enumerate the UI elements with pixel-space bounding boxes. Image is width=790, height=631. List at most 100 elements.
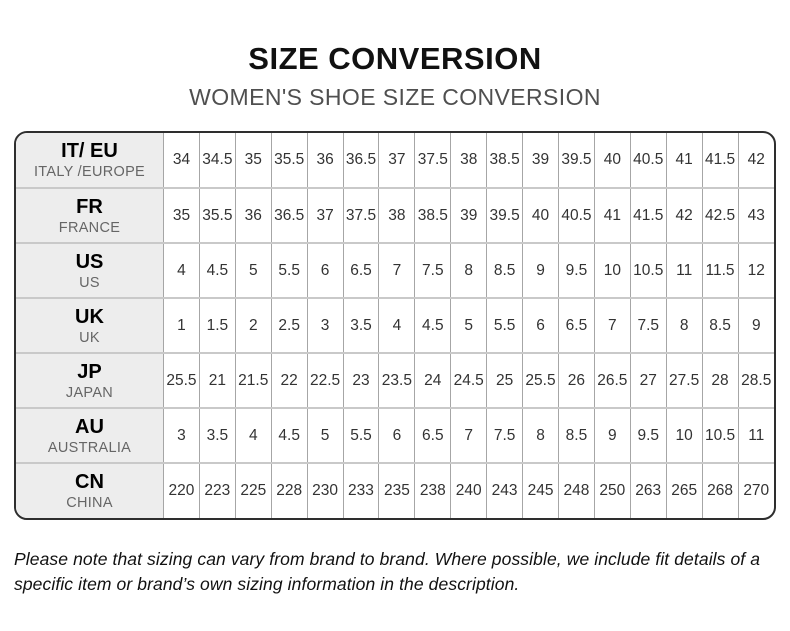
region-code: CN (75, 471, 104, 493)
size-cell: 9.5 (629, 407, 667, 463)
table-row: IT/ EU ITALY /EUROPE 34 34.5 35 35.5 36 36.5 37 3… (16, 133, 774, 188)
size-cell: 3 (306, 297, 344, 353)
size-cell: 228 (270, 462, 308, 518)
size-cell: 2 (234, 297, 272, 353)
size-cell: 40 (593, 133, 631, 188)
region-name: FRANCE (58, 219, 121, 236)
size-cell: 5.5 (270, 242, 308, 298)
size-cell: 10 (665, 407, 703, 463)
size-cell: 28.5 (737, 352, 774, 408)
size-table: IT/ EU ITALY /EUROPE 34 34.5 35 35.5 36 36.5 37 3… (16, 133, 774, 518)
size-cell: 220 (163, 462, 200, 518)
size-cell: 28 (701, 352, 738, 408)
size-cell: 40 (522, 187, 559, 243)
row-header: US US (16, 242, 164, 298)
table-row: US US 4 4.5 5 5.5 6 6.5 7 7.5 8 8.5 9 9.5 10 10.5 11 11.5… (16, 242, 774, 298)
size-cell: 25.5 (522, 352, 559, 408)
size-cell: 8 (665, 297, 703, 353)
page-subtitle: WOMEN'S SHOE SIZE CONVERSION (189, 84, 601, 110)
size-cell: 39 (522, 133, 559, 188)
region-code: JP (77, 360, 102, 383)
size-cell: 6.5 (342, 242, 379, 298)
size-cell: 6.5 (557, 297, 595, 353)
size-cell: 8.5 (486, 242, 523, 298)
size-cell: 39 (450, 187, 487, 243)
size-cell: 34 (163, 133, 200, 188)
size-cell: 11 (737, 407, 774, 463)
size-cell: 1 (163, 297, 200, 353)
row-header: AU AUSTRALIA (16, 407, 164, 463)
size-conversion-table: IT/ EU ITALY /EUROPE 34 34.5 35 35.5 36 36.5 37 3… (14, 131, 776, 520)
size-cell: 265 (665, 462, 703, 518)
size-cell: 7 (450, 407, 487, 463)
size-cell: 38 (450, 133, 487, 188)
size-cell: 41.5 (629, 187, 667, 243)
table-row: AU AUSTRALIA 3 3.5 4 4.5 5 5.5 6 6.5 7 7.5 8 8.5 9 9.5 1… (16, 407, 774, 463)
page-title: SIZE CONVERSION (248, 41, 542, 76)
size-cell: 5 (450, 297, 487, 353)
region-code: UK (75, 305, 104, 328)
size-cell: 37 (306, 187, 344, 243)
size-cell: 12 (737, 242, 774, 298)
size-cell: 23 (342, 352, 379, 408)
region-name: CHINA (66, 495, 113, 511)
size-cell: 5.5 (486, 297, 523, 353)
size-cell: 41 (593, 187, 631, 243)
size-cell: 9 (522, 242, 559, 298)
region-name: JAPAN (65, 384, 114, 401)
size-cell: 6 (306, 242, 344, 298)
size-cell: 263 (629, 462, 667, 518)
size-cell: 27 (629, 352, 667, 408)
table-row: UK UK 1 1.5 2 2.5 3 3.5 4 4.5 5 5.5 6 6.5 7 7.5 8 8.5 9 (16, 297, 774, 353)
size-cell: 42.5 (701, 187, 738, 243)
size-cell: 35 (234, 133, 272, 188)
region-name: AUSTRALIA (47, 439, 132, 456)
size-cell: 5.5 (342, 407, 379, 463)
size-cell: 248 (557, 462, 595, 518)
size-cell: 6 (378, 407, 415, 463)
size-cell: 37.5 (342, 187, 379, 243)
size-cell: 270 (737, 462, 774, 518)
size-cell: 40.5 (557, 187, 595, 243)
region-code: US (75, 250, 104, 273)
size-cell: 5 (306, 407, 344, 463)
size-cell: 36.5 (270, 187, 308, 243)
size-cell: 9.5 (557, 242, 595, 298)
size-cell: 26 (557, 352, 595, 408)
size-cell: 10.5 (701, 407, 738, 463)
size-cell: 10.5 (629, 242, 667, 298)
size-cell: 35.5 (198, 187, 236, 243)
region-name: UK (79, 329, 100, 346)
size-cell: 21.5 (234, 352, 272, 408)
size-cell: 22 (270, 352, 308, 408)
size-cell: 268 (701, 462, 738, 518)
size-cell: 250 (593, 462, 631, 518)
size-cell: 38.5 (486, 133, 523, 188)
region-name: US (79, 274, 100, 291)
size-cell: 42 (737, 133, 774, 188)
size-cell: 230 (306, 462, 344, 518)
size-cell: 7 (593, 297, 631, 353)
size-cell: 8.5 (557, 407, 595, 463)
size-cell: 4.5 (414, 297, 451, 353)
size-cell: 3.5 (342, 297, 379, 353)
size-cell: 235 (378, 462, 415, 518)
size-cell: 245 (522, 462, 559, 518)
size-cell: 4 (378, 297, 415, 353)
size-cell: 233 (342, 462, 379, 518)
size-cell: 41 (665, 133, 703, 188)
size-cell: 9 (737, 297, 774, 353)
size-cell: 6 (522, 297, 559, 353)
size-cell: 8.5 (701, 297, 738, 353)
region-code: AU (75, 415, 104, 438)
size-cell: 24.5 (450, 352, 487, 408)
size-cell: 37.5 (414, 133, 451, 188)
size-cell: 43 (737, 187, 774, 243)
size-cell: 3.5 (198, 407, 236, 463)
size-cell: 7 (378, 242, 415, 298)
size-cell: 35.5 (270, 133, 308, 188)
size-cell: 4 (163, 242, 200, 298)
size-cell: 40.5 (629, 133, 667, 188)
row-header: JP JAPAN (16, 352, 164, 408)
